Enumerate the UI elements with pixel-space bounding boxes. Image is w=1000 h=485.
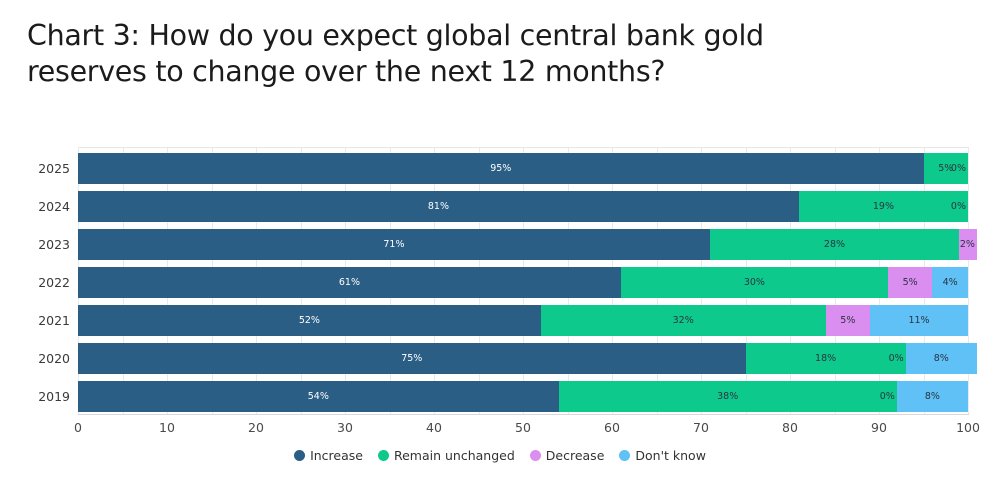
bar-segment bbox=[923, 153, 968, 184]
legend: Increase Remain unchanged Decrease Don't kn… bbox=[0, 445, 1000, 465]
x-axis-tick-100: 100 bbox=[956, 420, 980, 435]
legend-item-remain-unchanged[interactable]: Remain unchanged bbox=[377, 447, 515, 463]
bar-segment bbox=[78, 191, 799, 222]
chart-title-line-1: Chart 3: How do you expect global centra… bbox=[27, 19, 764, 52]
y-axis-label-2022: 2022 bbox=[38, 275, 70, 290]
bar-segment bbox=[798, 191, 968, 222]
legend-dot-icon bbox=[377, 449, 389, 461]
y-axis-label-2024: 2024 bbox=[38, 199, 70, 214]
chart-title: Chart 3: How do you expect global centra… bbox=[27, 18, 977, 91]
bar-segment bbox=[78, 305, 541, 336]
bar-row-2022: 61% 30% 5% 4% bbox=[78, 267, 1000, 298]
bar-segment bbox=[78, 343, 746, 374]
y-axis-label-2025: 2025 bbox=[38, 161, 70, 176]
bar-segment bbox=[825, 305, 871, 336]
x-axis-tick-10: 10 bbox=[159, 420, 175, 435]
gridline bbox=[968, 147, 969, 414]
bar-segment bbox=[932, 267, 968, 298]
plot-area: 2025 95% 5% 0% 2024 81% 19% 0% 2023 71% 28% 2% 2022 6… bbox=[0, 147, 1000, 415]
legend-item-don-t-know[interactable]: Don't know bbox=[619, 448, 706, 463]
legend-label: Decrease bbox=[545, 447, 605, 463]
legend-dot-icon bbox=[529, 449, 541, 461]
bar-row-2024: 81% 19% 0% bbox=[78, 191, 1000, 222]
y-axis-label-2023: 2023 bbox=[38, 237, 70, 252]
bar-segment bbox=[959, 229, 977, 260]
x-axis-tick-70: 70 bbox=[693, 420, 709, 435]
x-axis-tick-30: 30 bbox=[337, 420, 353, 435]
bar-segment bbox=[78, 267, 621, 298]
legend-dot-icon bbox=[619, 449, 631, 461]
x-axis-baseline bbox=[78, 414, 969, 415]
bar-row-2023: 71% 28% 2% bbox=[78, 229, 1000, 260]
x-axis-tick-60: 60 bbox=[604, 420, 620, 435]
bar-row-2025: 95% 5% 0% bbox=[78, 153, 1000, 184]
bar-row-2020: 75% 18% 0% 8% bbox=[78, 343, 1000, 374]
bar-segment bbox=[620, 267, 888, 298]
legend-dot-icon bbox=[294, 449, 306, 461]
x-axis-tick-90: 90 bbox=[871, 420, 887, 435]
y-axis-label-2020: 2020 bbox=[38, 351, 70, 366]
y-axis-label-2021: 2021 bbox=[38, 313, 70, 328]
bar-segment bbox=[905, 343, 977, 374]
x-axis-tick-0: 0 bbox=[74, 420, 82, 435]
y-axis-label-2019: 2019 bbox=[38, 389, 70, 404]
bar-segment bbox=[745, 343, 906, 374]
bar-segment bbox=[78, 229, 710, 260]
bar-segment bbox=[870, 305, 968, 336]
x-axis-tick-20: 20 bbox=[248, 420, 264, 435]
legend-label: Don't know bbox=[635, 447, 706, 463]
bar-segment bbox=[709, 229, 960, 260]
bar-segment bbox=[78, 381, 559, 412]
chart-title-line-2: reserves to change over the next 12 mont… bbox=[27, 55, 666, 89]
legend-item-decrease[interactable]: Decrease bbox=[529, 447, 605, 463]
bar-segment bbox=[896, 381, 968, 412]
x-axis-tick-80: 80 bbox=[782, 420, 798, 435]
x-axis-tick-40: 40 bbox=[426, 420, 442, 435]
bar-segment bbox=[78, 153, 924, 184]
legend-item-increase[interactable]: Increase bbox=[294, 448, 363, 463]
x-axis-tick-50: 50 bbox=[515, 420, 531, 435]
bar-row-2021: 52% 32% 5% 11% bbox=[78, 305, 1000, 336]
bar-row-2019: 54% 38% 0% 8% bbox=[78, 381, 1000, 412]
legend-label: Remain unchanged bbox=[393, 447, 515, 463]
legend-label: Increase bbox=[310, 447, 363, 463]
bar-segment bbox=[887, 267, 933, 298]
bar-segment bbox=[558, 381, 897, 412]
bar-segment bbox=[540, 305, 826, 336]
x-axis: 0 10 20 30 40 50 60 70 80 90 100 bbox=[0, 420, 1000, 436]
